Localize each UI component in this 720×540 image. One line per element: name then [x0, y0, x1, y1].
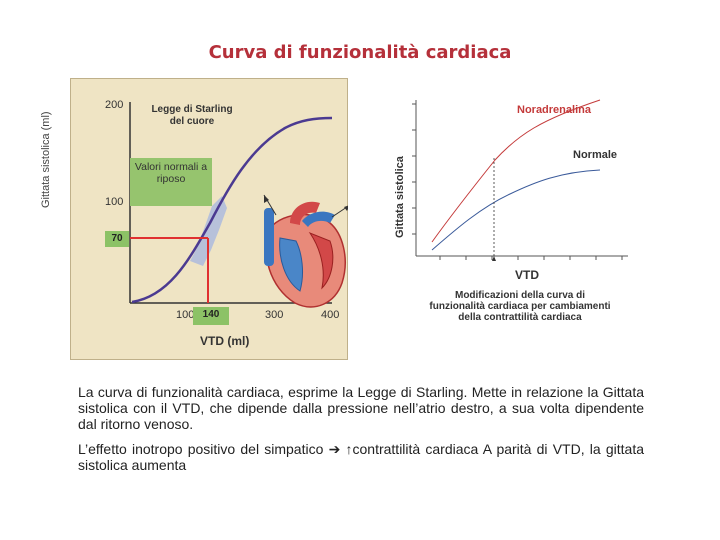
- normale-curve: [431, 169, 601, 251]
- left-y-label: Gittata sistolica (ml): [40, 111, 52, 208]
- inotropic-text-a: L’effetto inotropo positivo del simpatic…: [78, 441, 324, 457]
- series-normale-label: Normale: [573, 149, 618, 161]
- inotropic-text-b: contrattilità cardiaca A parità di VTD, …: [78, 441, 645, 473]
- series-noradrenalina-label: Noradrenalina: [517, 104, 591, 116]
- x-tick-400: 400: [321, 309, 340, 321]
- highlight-y-value: 70: [105, 231, 129, 247]
- x-tick-300: 300: [265, 309, 284, 321]
- heart-icon: [263, 194, 348, 308]
- normal-values-box: Valori normali a riposo: [130, 158, 212, 206]
- highlight-x-value: 140: [193, 307, 229, 325]
- y-tick-100: 100: [105, 196, 124, 208]
- y-tick-200: 200: [105, 99, 124, 111]
- paragraph-starling: La curva di funzionalità cardiaca, espri…: [78, 384, 644, 432]
- starling-curve: [131, 116, 333, 304]
- right-x-label: VTD: [515, 268, 539, 282]
- arrow-up-icon: ↑: [345, 441, 353, 457]
- left-x-label: VTD (ml): [200, 334, 250, 348]
- noradrenalina-curve: [431, 99, 601, 243]
- body-text: La curva di funzionalità cardiaca, espri…: [78, 384, 644, 482]
- x-tick-100: 100: [176, 309, 195, 321]
- arrow-right-icon: ➔: [328, 441, 341, 457]
- legend-title: Legge di Starling del cuore: [151, 104, 233, 127]
- right-figure-caption: Modificazioni della curva di funzionalit…: [429, 290, 611, 323]
- right-x-ticks: [439, 256, 623, 260]
- paragraph-inotropic: L’effetto inotropo positivo del simpatic…: [78, 441, 644, 473]
- right-y-label: Gittata sistolica: [394, 156, 406, 238]
- contractility-chart: [412, 99, 628, 261]
- slide-title: Curva di funzionalità cardiaca: [208, 42, 512, 63]
- starling-figure-graphics: [129, 102, 348, 308]
- normal-range-band: [190, 196, 227, 266]
- right-y-ticks: [412, 103, 416, 235]
